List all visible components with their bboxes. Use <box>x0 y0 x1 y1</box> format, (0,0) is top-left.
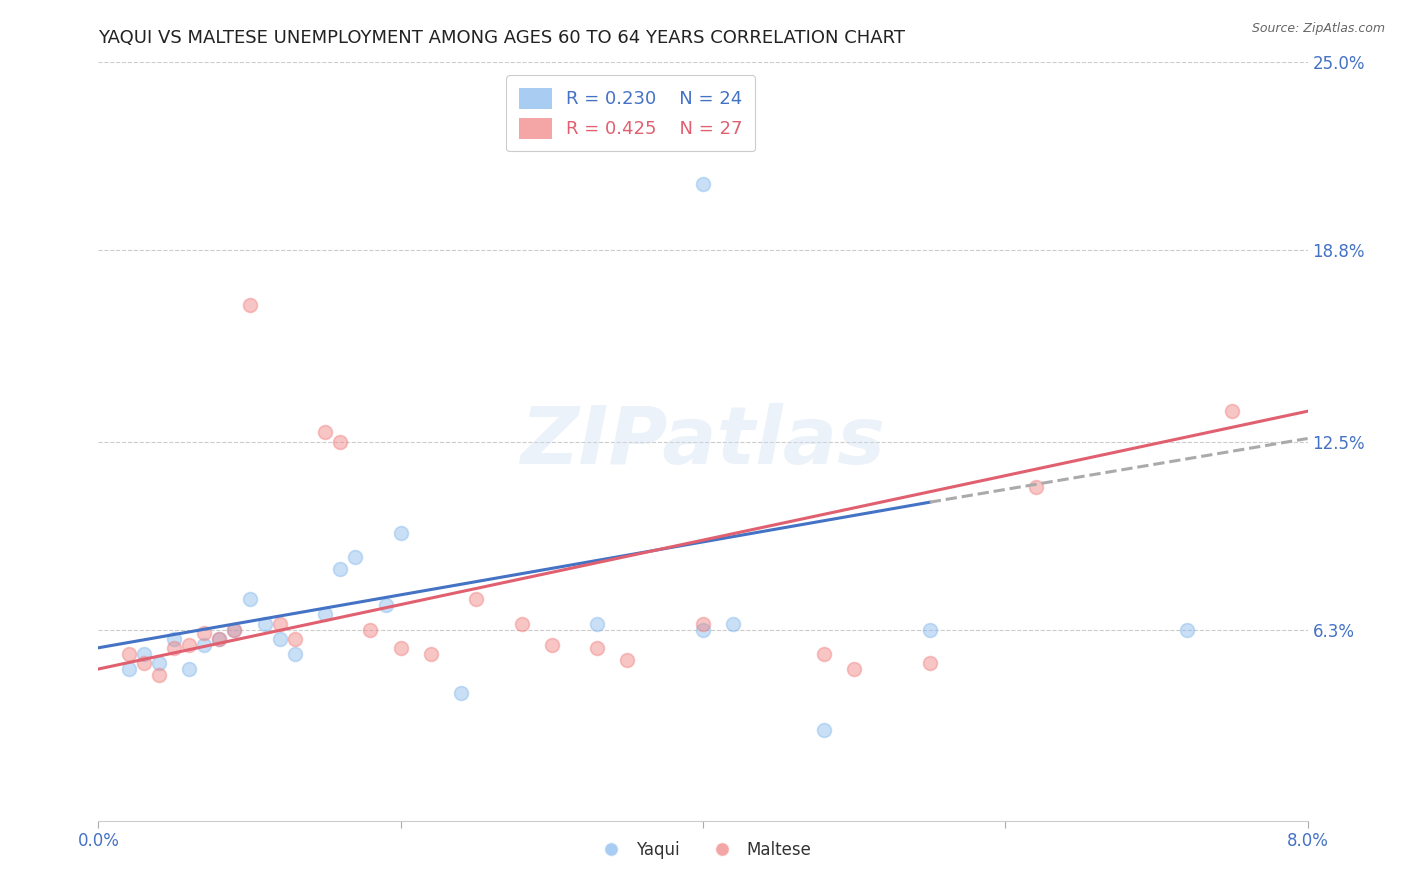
Point <box>314 607 336 622</box>
Point <box>344 549 367 564</box>
Point <box>616 653 638 667</box>
Text: YAQUI VS MALTESE UNEMPLOYMENT AMONG AGES 60 TO 64 YEARS CORRELATION CHART: YAQUI VS MALTESE UNEMPLOYMENT AMONG AGES… <box>98 29 905 47</box>
Point <box>224 623 246 637</box>
Point <box>420 647 443 661</box>
Point <box>239 592 262 607</box>
Point <box>163 632 186 646</box>
Point <box>692 623 714 637</box>
Point <box>510 616 533 631</box>
Point <box>284 632 307 646</box>
Point <box>918 623 941 637</box>
Point <box>118 647 141 661</box>
Point <box>148 656 170 670</box>
Point <box>360 623 382 637</box>
Point <box>1220 404 1243 418</box>
Point <box>314 425 336 440</box>
Point <box>269 616 291 631</box>
Point <box>918 656 941 670</box>
Point <box>118 662 141 676</box>
Point <box>389 525 412 540</box>
Point <box>193 638 215 652</box>
Legend: Yaqui, Maltese: Yaqui, Maltese <box>588 834 818 865</box>
Point <box>692 177 714 191</box>
Point <box>1175 623 1198 637</box>
Point <box>224 623 246 637</box>
Point <box>329 434 352 449</box>
Point <box>813 723 835 737</box>
Text: Source: ZipAtlas.com: Source: ZipAtlas.com <box>1251 22 1385 36</box>
Point <box>148 668 170 682</box>
Point <box>239 298 262 312</box>
Point <box>193 625 215 640</box>
Text: ZIPatlas: ZIPatlas <box>520 402 886 481</box>
Point <box>163 640 186 655</box>
Point <box>1025 480 1047 494</box>
Point <box>132 656 155 670</box>
Point <box>284 647 307 661</box>
Point <box>208 632 231 646</box>
Point <box>132 647 155 661</box>
Point <box>692 616 714 631</box>
Point <box>723 616 745 631</box>
Point <box>329 562 352 576</box>
Point <box>208 632 231 646</box>
Point <box>179 638 201 652</box>
Point <box>269 632 291 646</box>
Point <box>450 686 472 700</box>
Point <box>253 616 276 631</box>
Point <box>586 616 609 631</box>
Point <box>586 640 609 655</box>
Point <box>465 592 488 607</box>
Point <box>540 638 562 652</box>
Point <box>813 647 835 661</box>
Point <box>844 662 866 676</box>
Point <box>389 640 412 655</box>
Point <box>179 662 201 676</box>
Point <box>374 599 396 613</box>
